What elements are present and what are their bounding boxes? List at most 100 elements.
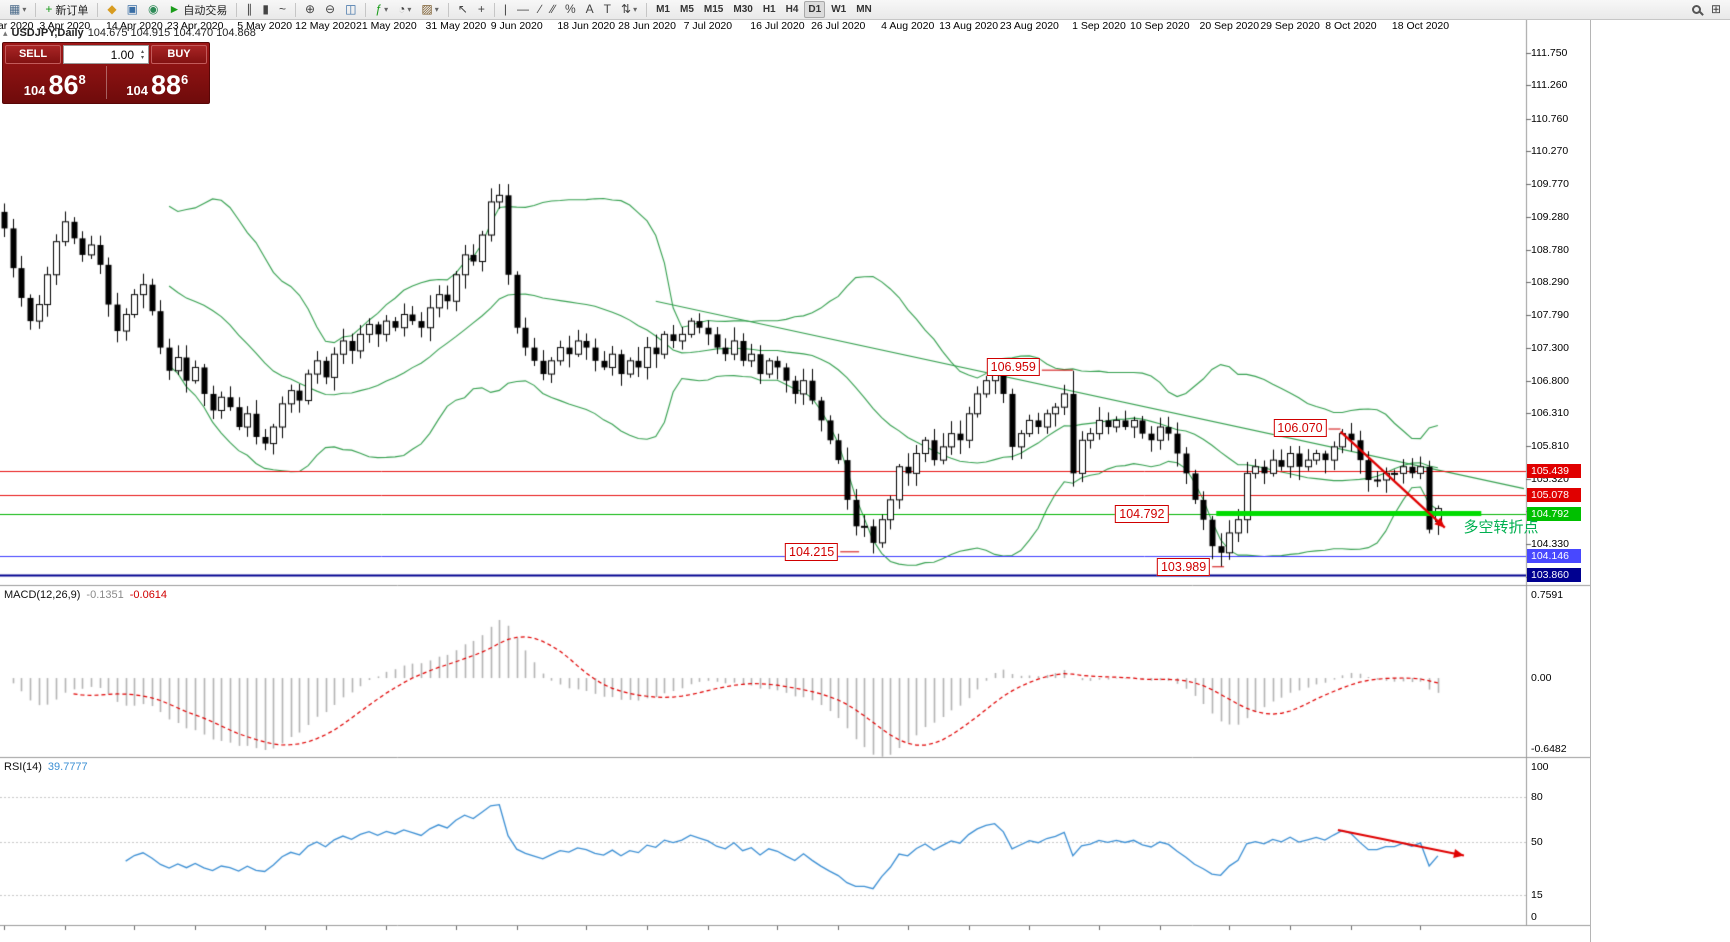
magnifier-icon [1691,5,1704,16]
autotrading-button[interactable]: ► 自动交易 [164,1,231,18]
trade-panel-divider [105,66,107,99]
periods-icon: ◔ [398,2,406,16]
vertical-line-button[interactable]: | [500,1,511,18]
periods-button[interactable]: ◔ ▾ [394,1,415,18]
templates-button[interactable]: ▨ ▾ [417,1,442,18]
price-marker-104792: 104.792 [1527,506,1581,521]
line-chart-icon: ~ [278,2,286,16]
indicators-button[interactable]: ƒ ▾ [371,1,392,18]
arrows-button[interactable]: ⇅ ▾ [617,1,641,18]
timeframe-h4-button[interactable]: H4 [782,1,803,18]
search-button[interactable] [1688,1,1705,18]
strategy-tester-button[interactable]: ◉ [144,1,162,18]
date-axis-label: 23 Aug 2020 [999,20,1059,32]
dropdown-arrow-icon[interactable]: ▾ [22,5,27,14]
dropdown-arrow-icon[interactable]: ▾ [384,5,389,14]
metaeditor-icon: ◆ [107,2,117,16]
dropdown-arrow-icon[interactable]: ▾ [407,5,412,14]
sell-price-button[interactable]: 104 86 8 [5,64,105,101]
new-order-button[interactable]: + 新订单 [41,1,92,18]
text-button[interactable]: A [582,1,598,18]
timeframe-w1-button[interactable]: W1 [827,1,850,18]
text-label-icon: T [603,2,612,16]
data-window-icon: ▣ [126,2,138,16]
timeframe-m5-button[interactable]: M5 [676,1,698,18]
strategy-tester-icon: ◉ [147,2,159,16]
timeframe-m15-button[interactable]: M15 [700,1,727,18]
price-axis-label: 108.780 [1531,243,1569,256]
horizontal-line-button[interactable]: — [513,1,533,18]
macd-scale-min: -0.6482 [1531,743,1567,755]
data-window-button[interactable]: ▣ [123,1,142,18]
timeframe-mn-button[interactable]: MN [852,1,876,18]
autotrading-button-label: 自动交易 [183,4,228,17]
price-axis-label: 104.330 [1531,538,1569,551]
zoom-out-button[interactable]: ⊖ [321,1,339,18]
turning-point-note[interactable]: 多空转折点 [1463,519,1539,537]
timeframe-m1-button[interactable]: M1 [652,1,674,18]
date-axis-label: 14 Apr 2020 [106,20,163,32]
add-symbol-icon: ⊞ [1710,2,1721,16]
toolbar-separator [646,2,648,17]
date-axis-label: 16 Jul 2020 [750,20,805,32]
volume-value[interactable]: 1.00 [110,47,134,62]
candlestick-chart-button[interactable]: ▮ [258,1,273,18]
price-callout-104215[interactable]: 104.215 [785,542,839,561]
trendline-icon: ∕ [538,2,541,16]
price-callout-106959[interactable]: 106.959 [986,358,1040,377]
date-axis-label: 12 May 2020 [295,20,356,32]
spinner-up-icon[interactable]: ▴ [140,48,144,55]
fibonacci-button[interactable]: % [561,1,580,18]
price-chart-canvas[interactable] [0,20,1590,942]
crosshair-button[interactable]: + [474,1,489,18]
tile-windows-button[interactable]: ◫ [341,1,360,18]
new-order-button-label: 新订单 [55,4,89,17]
zoom-out-icon: ⊖ [325,2,336,16]
line-chart-button[interactable]: ~ [275,1,290,18]
timeframe-h1-icon: H1 [762,4,776,15]
trendline-button[interactable]: ∕ [535,1,545,18]
volume-spinner[interactable]: ▴ ▾ [137,49,148,61]
price-marker-105078: 105.078 [1527,487,1581,502]
horizontal-line-icon: — [516,2,529,16]
cursor-icon: ↖ [457,2,468,16]
text-label-button[interactable]: T [600,1,615,18]
timeframe-h1-button[interactable]: H1 [759,1,780,18]
new-chart-button[interactable]: ▦ ▾ [5,1,30,18]
dropdown-arrow-icon[interactable]: ▾ [633,5,638,14]
volume-field[interactable]: 1.00 ▴ ▾ [63,45,149,64]
buy-button[interactable]: BUY [151,45,207,64]
bar-chart-button[interactable]: ∥ [242,1,256,18]
timeframe-m1-icon: M1 [656,4,670,15]
timeframe-m30-button[interactable]: M30 [729,1,756,18]
buy-price-point: 6 [181,72,189,87]
rsi-scale-label: 80 [1531,791,1543,803]
one-click-trading-panel: SELL 1.00 ▴ ▾ BUY 104 86 8 1 [2,42,210,104]
sell-button[interactable]: SELL [5,45,61,64]
price-axis-label: 109.770 [1531,178,1569,191]
sell-price-big-figure: 104 [23,83,46,98]
macd-main-value: -0.1351 [86,589,124,601]
buy-price-button[interactable]: 104 88 6 [108,64,208,101]
rsi-scale-label: 15 [1531,888,1543,901]
channel-button[interactable]: ∕∕ [547,1,559,18]
zoom-in-button[interactable]: ⊕ [301,1,319,18]
price-callout-106070[interactable]: 106.070 [1273,419,1327,438]
price-callout-103989[interactable]: 103.989 [1156,557,1211,576]
rsi-title: RSI(14) [4,761,42,773]
date-axis-label: 5 May 2020 [237,20,293,32]
bar-chart-icon: ∥ [246,2,253,16]
metaeditor-button[interactable]: ◆ [103,1,120,18]
toolbar-right-group: ⊞ [1687,1,1726,18]
panel-collapse-icon[interactable]: ▴ [3,28,8,38]
price-axis-label: 106.310 [1531,407,1569,420]
dropdown-arrow-icon[interactable]: ▾ [434,5,439,14]
add-symbol-button[interactable]: ⊞ [1707,1,1725,18]
price-callout-104792[interactable]: 104.792 [1115,504,1169,523]
timeframe-d1-button[interactable]: D1 [804,1,826,18]
spinner-down-icon[interactable]: ▾ [140,54,144,61]
macd-scale-max: 0.7591 [1531,589,1564,601]
cursor-button[interactable]: ↖ [454,1,472,18]
price-axis-label: 107.300 [1531,341,1569,354]
